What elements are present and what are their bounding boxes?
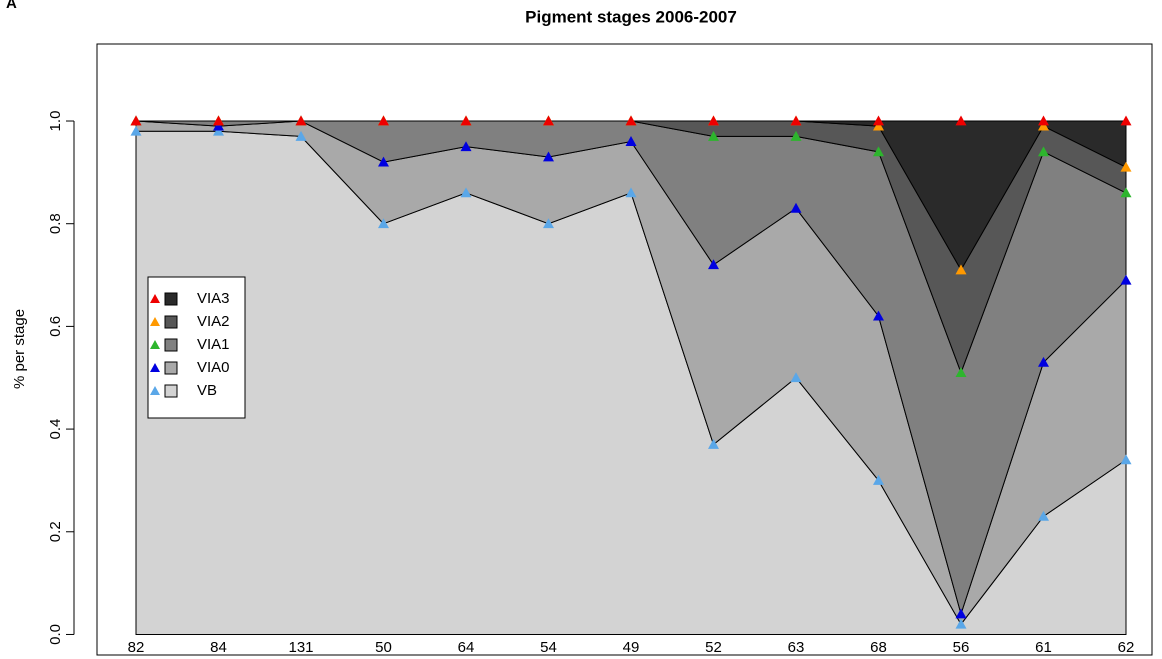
y-tick-label: 1.0 — [47, 111, 64, 132]
legend-marker — [150, 386, 160, 395]
x-tick-label: 82 — [128, 639, 145, 656]
marker — [625, 136, 637, 146]
marker — [1038, 510, 1049, 521]
marker — [378, 115, 389, 126]
marker — [790, 372, 802, 383]
legend-swatch — [164, 361, 178, 375]
marker — [1120, 274, 1132, 285]
x-tick-label: 68 — [870, 639, 887, 656]
marker — [295, 115, 307, 126]
legend-marker — [150, 340, 160, 349]
marker — [790, 130, 802, 141]
marker — [873, 474, 884, 485]
chart-title: Pigment stages 2006-2007 — [525, 7, 737, 26]
marker — [543, 151, 554, 162]
marker — [130, 115, 142, 126]
marker — [873, 120, 884, 131]
marker — [873, 146, 884, 157]
legend-label: VIA1 — [197, 336, 230, 353]
area — [136, 120, 1127, 271]
marker — [1120, 187, 1132, 198]
x-tick-label: 62 — [1118, 639, 1135, 656]
marker — [790, 202, 802, 213]
y-tick-label: 0.0 — [47, 624, 64, 645]
legend-label: VIA0 — [197, 359, 230, 376]
marker — [790, 115, 802, 126]
marker — [955, 367, 967, 378]
x-tick-label: 63 — [788, 639, 805, 656]
x-tick-label: 56 — [953, 639, 970, 656]
marker — [460, 187, 472, 198]
marker — [543, 218, 554, 229]
marker — [213, 125, 224, 136]
x-tick-label: 50 — [375, 639, 392, 656]
legend-swatch — [164, 384, 178, 398]
x-tick-label: 84 — [210, 639, 227, 656]
x-tick-label: 49 — [623, 639, 640, 656]
marker — [873, 310, 884, 321]
y-tick-label: 0.8 — [47, 213, 64, 234]
marker — [1038, 120, 1049, 131]
marker — [213, 120, 224, 131]
plot-frame — [96, 43, 1153, 656]
marker — [708, 130, 719, 141]
marker — [213, 115, 224, 126]
marker — [378, 218, 389, 229]
legend-label: VIA2 — [197, 313, 230, 330]
x-tick-label: 52 — [705, 639, 722, 656]
marker — [460, 115, 472, 126]
legend-marker — [150, 363, 160, 372]
marker — [955, 618, 967, 629]
marker — [295, 130, 307, 141]
marker — [1120, 161, 1132, 172]
legend-marker — [150, 317, 160, 326]
marker — [130, 125, 142, 136]
x-tick-label: 131 — [288, 639, 313, 656]
marker — [1120, 115, 1132, 126]
legend-swatch — [164, 315, 178, 329]
marker — [873, 115, 884, 126]
legend-marker — [150, 294, 160, 303]
marker — [955, 115, 967, 126]
marker — [708, 438, 719, 449]
x-tick-label: 54 — [540, 639, 557, 656]
marker — [543, 115, 554, 126]
marker — [1038, 115, 1049, 126]
y-axis-label: % per stage — [11, 309, 28, 389]
legend-swatch — [164, 292, 178, 306]
legend-label: VB — [197, 382, 217, 399]
marker — [955, 608, 967, 619]
legend-label: VIA3 — [197, 290, 230, 307]
marker — [708, 115, 719, 126]
y-tick-label: 0.2 — [47, 521, 64, 542]
legend-swatch — [164, 338, 178, 352]
x-tick-label: 64 — [458, 639, 475, 656]
marker — [625, 115, 637, 126]
marker — [460, 141, 472, 152]
marker — [1038, 356, 1049, 367]
marker — [625, 187, 637, 198]
x-tick-label: 61 — [1035, 639, 1052, 656]
panel-label: A — [6, 0, 17, 12]
legend-box — [147, 276, 246, 419]
marker — [378, 156, 389, 167]
marker — [955, 264, 967, 275]
marker — [1038, 146, 1049, 157]
marker — [1120, 454, 1132, 465]
y-tick-label: 0.6 — [47, 316, 64, 337]
marker — [708, 259, 719, 270]
y-tick-label: 0.4 — [47, 419, 64, 440]
